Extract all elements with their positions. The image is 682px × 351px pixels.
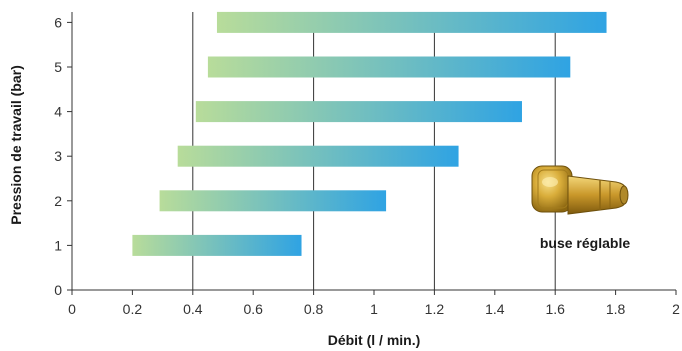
x-tick-labels: 0 0.2 0.4 0.6 0.8 1 1.2 1.4 1.6 1.8 2 [68, 290, 680, 317]
x-tick-label: 0.6 [243, 301, 263, 317]
y-axis-title: Pression de travail (bar) [8, 65, 24, 225]
x-tick-label: 1 [370, 301, 378, 317]
range-bar-5-bar [207, 56, 571, 78]
x-tick-label: 2 [672, 301, 680, 317]
range-bars [132, 11, 607, 256]
x-axis-title: Débit (l / min.) [328, 332, 421, 348]
x-tick-label: 0.2 [123, 301, 143, 317]
y-tick-label: 1 [54, 237, 62, 253]
x-tick-label: 1.4 [485, 301, 505, 317]
nozzle-illustration: buse réglable [531, 165, 630, 251]
range-bar-2-bar [159, 190, 387, 212]
nozzle-icon [531, 165, 629, 215]
range-bar-6-bar [216, 11, 607, 33]
x-tick-label: 1.6 [545, 301, 565, 317]
nozzle-caption: buse réglable [540, 235, 630, 251]
x-tick-label: 1.8 [606, 301, 626, 317]
y-tick-label: 3 [54, 148, 62, 164]
x-tick-label: 0.4 [183, 301, 203, 317]
y-tick-label: 4 [54, 104, 62, 120]
y-tick-label: 5 [54, 59, 62, 75]
y-tick-labels: 0 1 2 3 4 5 6 [54, 14, 72, 298]
range-bar-1-bar [132, 234, 302, 256]
range-bar-3-bar [177, 145, 459, 167]
range-bar-4-bar [195, 101, 522, 123]
y-tick-label: 2 [54, 193, 62, 209]
x-tick-label: 0 [68, 301, 76, 317]
y-tick-label: 0 [54, 282, 62, 298]
x-tick-label: 0.8 [304, 301, 324, 317]
y-tick-label: 6 [54, 14, 62, 30]
x-tick-label: 1.2 [425, 301, 445, 317]
